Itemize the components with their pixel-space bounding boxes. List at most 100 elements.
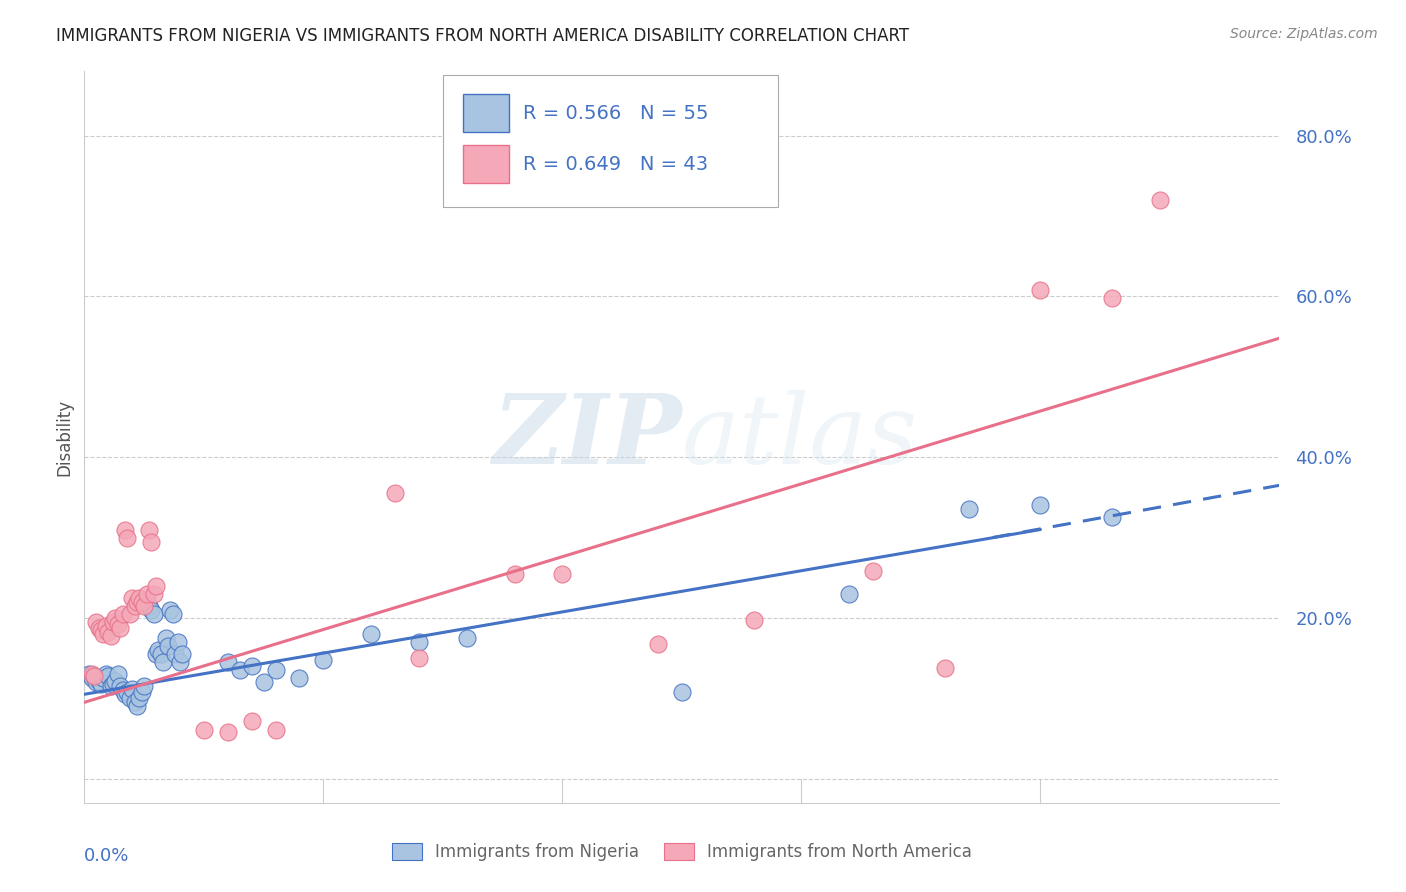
Point	[80, 671, 103, 685]
Point	[132, 679, 156, 693]
Point	[107, 667, 129, 681]
Point	[93, 671, 115, 685]
Point	[121, 591, 143, 605]
Point	[94, 667, 117, 681]
Point	[1029, 283, 1052, 297]
Point	[165, 647, 187, 661]
Point	[264, 663, 287, 677]
Point	[110, 621, 132, 635]
Point	[135, 595, 157, 609]
Text: R = 0.566   N = 55: R = 0.566 N = 55	[523, 104, 709, 123]
Point	[149, 647, 172, 661]
Point	[312, 653, 335, 667]
Point	[138, 599, 160, 613]
Point	[957, 502, 980, 516]
Point	[100, 629, 122, 643]
Point	[240, 714, 263, 728]
Point	[551, 566, 574, 581]
Point	[141, 534, 163, 549]
Y-axis label: Disability: Disability	[55, 399, 73, 475]
Point	[101, 677, 124, 691]
Point	[97, 669, 120, 683]
Point	[86, 675, 108, 690]
FancyBboxPatch shape	[463, 145, 509, 183]
Point	[1029, 499, 1052, 513]
Point	[1101, 510, 1123, 524]
Point	[83, 669, 105, 683]
Point	[100, 679, 122, 693]
Point	[118, 691, 141, 706]
Point	[87, 673, 110, 688]
Point	[360, 627, 382, 641]
Point	[132, 599, 156, 613]
Text: 0.0%: 0.0%	[84, 847, 129, 864]
Point	[142, 607, 165, 621]
Point	[862, 564, 884, 578]
Point	[148, 643, 170, 657]
Point	[90, 677, 112, 691]
Point	[111, 683, 134, 698]
Point	[114, 523, 136, 537]
Point	[155, 631, 177, 645]
Point	[217, 655, 239, 669]
Point	[107, 617, 129, 632]
Point	[193, 723, 215, 738]
FancyBboxPatch shape	[463, 94, 509, 132]
Point	[97, 625, 120, 640]
Point	[90, 623, 112, 637]
Point	[253, 675, 276, 690]
Point	[157, 639, 180, 653]
Point	[110, 679, 132, 693]
Point	[124, 695, 146, 709]
Point	[125, 699, 148, 714]
Text: ZIP: ZIP	[492, 390, 682, 484]
Point	[240, 659, 263, 673]
Point	[1149, 193, 1171, 207]
Point	[128, 691, 150, 706]
Point	[141, 603, 163, 617]
Point	[838, 587, 860, 601]
Point	[1101, 291, 1123, 305]
Point	[647, 637, 669, 651]
Text: Source: ZipAtlas.com: Source: ZipAtlas.com	[1230, 27, 1378, 41]
Point	[131, 685, 153, 699]
Point	[87, 621, 110, 635]
Text: R = 0.649   N = 43: R = 0.649 N = 43	[523, 155, 709, 175]
Point	[128, 591, 150, 605]
Point	[503, 566, 526, 581]
Point	[384, 486, 406, 500]
Point	[131, 595, 153, 609]
Point	[934, 661, 956, 675]
Point	[101, 615, 124, 629]
Point	[117, 685, 139, 699]
Point	[80, 667, 103, 681]
Point	[121, 681, 143, 696]
Point	[142, 587, 165, 601]
Point	[114, 687, 136, 701]
Point	[408, 651, 430, 665]
Point	[124, 599, 146, 613]
Point	[93, 627, 115, 641]
Point	[229, 663, 252, 677]
Legend: Immigrants from Nigeria, Immigrants from North America: Immigrants from Nigeria, Immigrants from…	[385, 836, 979, 868]
Point	[742, 613, 765, 627]
Point	[138, 523, 160, 537]
Point	[264, 723, 287, 738]
Point	[408, 635, 430, 649]
Point	[671, 685, 693, 699]
Point	[135, 587, 157, 601]
Point	[94, 619, 117, 633]
Point	[118, 607, 141, 621]
Point	[152, 655, 174, 669]
Point	[117, 531, 139, 545]
FancyBboxPatch shape	[443, 75, 778, 207]
Point	[166, 635, 188, 649]
Text: atlas: atlas	[682, 390, 918, 484]
Text: IMMIGRANTS FROM NIGERIA VS IMMIGRANTS FROM NORTH AMERICA DISABILITY CORRELATION : IMMIGRANTS FROM NIGERIA VS IMMIGRANTS FR…	[56, 27, 910, 45]
Point	[456, 631, 478, 645]
Point	[145, 647, 167, 661]
Point	[83, 669, 105, 683]
Point	[104, 673, 127, 688]
Point	[172, 647, 194, 661]
Point	[86, 615, 108, 629]
